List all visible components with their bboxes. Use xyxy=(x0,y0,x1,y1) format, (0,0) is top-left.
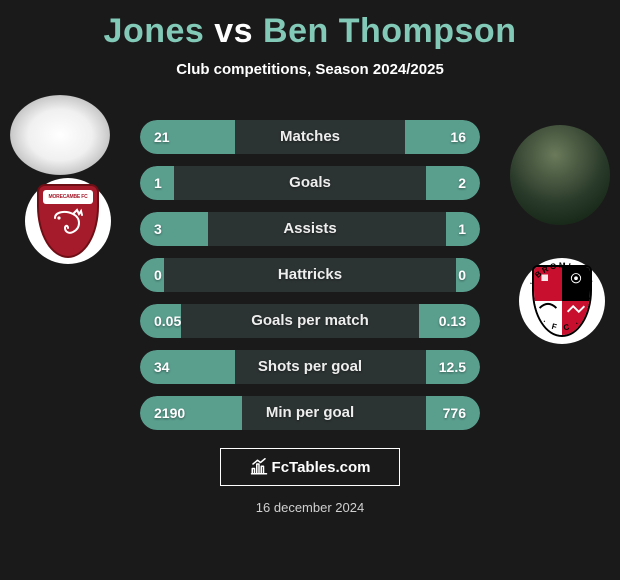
stat-label: Goals per match xyxy=(140,304,480,338)
stat-value-right: 16 xyxy=(450,120,466,154)
stat-label: Min per goal xyxy=(140,396,480,430)
player2-club-badge: · BROMLEY · · F C · xyxy=(519,258,605,344)
club2-ring-text-icon: · BROMLEY · · F C · xyxy=(519,258,605,344)
fctables-watermark: FcTables.com xyxy=(220,448,400,486)
stat-row: Hattricks0 0 xyxy=(140,258,480,292)
date-text: 16 december 2024 xyxy=(0,500,620,515)
stat-value-right: 776 xyxy=(443,396,466,430)
subtitle: Club competitions, Season 2024/2025 xyxy=(0,61,620,78)
stat-row: Goals per match0.05 0.13 xyxy=(140,304,480,338)
bar-chart-icon xyxy=(250,458,268,476)
stat-label: Shots per goal xyxy=(140,350,480,384)
shrimp-icon xyxy=(51,208,85,236)
vs-separator: vs xyxy=(214,12,253,50)
stats-comparison-chart: Matches2116Goals12Assists31Hattricks00Go… xyxy=(140,120,480,442)
player1-avatar xyxy=(10,95,110,175)
player1-club-badge: MORECAMBE FC xyxy=(25,178,111,264)
stat-value-right: 2 xyxy=(458,166,466,200)
stat-label: Assists xyxy=(140,212,480,246)
stat-value-left: 0 xyxy=(154,258,162,292)
stat-value-left: 34 xyxy=(154,350,170,384)
stat-value-right: 0 xyxy=(458,258,466,292)
stat-row: Shots per goal34 12.5 xyxy=(140,350,480,384)
svg-text:· F C ·: · F C · xyxy=(541,317,584,332)
stat-row: Goals1 2 xyxy=(140,166,480,200)
stat-row: Min per goal2190 776 xyxy=(140,396,480,430)
stat-row: Matches21 16 xyxy=(140,120,480,154)
stat-value-left: 1 xyxy=(154,166,162,200)
stat-label: Hattricks xyxy=(140,258,480,292)
player2-avatar xyxy=(510,125,610,225)
watermark-text: FcTables.com xyxy=(272,459,371,476)
shield-icon: MORECAMBE FC xyxy=(37,184,99,258)
stat-value-left: 21 xyxy=(154,120,170,154)
comparison-title: Jones vs Ben Thompson xyxy=(0,0,620,51)
stat-value-right: 12.5 xyxy=(439,350,466,384)
player2-name: Ben Thompson xyxy=(263,12,516,50)
club1-name-text: MORECAMBE FC xyxy=(43,190,93,204)
player1-name: Jones xyxy=(104,12,205,50)
stat-label: Matches xyxy=(140,120,480,154)
stat-value-right: 0.13 xyxy=(439,304,466,338)
svg-text:· BROMLEY ·: · BROMLEY · xyxy=(527,261,598,287)
stat-value-left: 3 xyxy=(154,212,162,246)
stat-value-right: 1 xyxy=(458,212,466,246)
stat-value-left: 0.05 xyxy=(154,304,181,338)
stat-value-left: 2190 xyxy=(154,396,185,430)
stat-row: Assists3 1 xyxy=(140,212,480,246)
stat-label: Goals xyxy=(140,166,480,200)
